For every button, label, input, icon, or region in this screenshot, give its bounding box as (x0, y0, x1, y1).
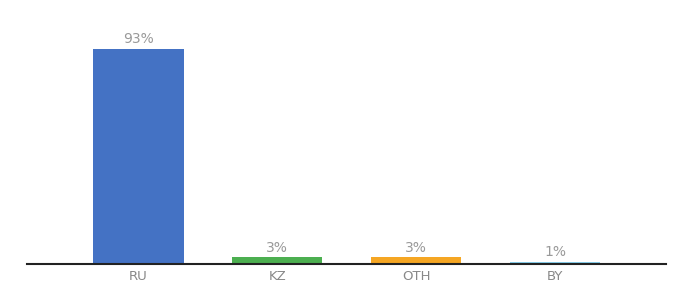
Bar (371, 257, 462, 264)
Text: 93%: 93% (123, 32, 154, 46)
Bar (93, 49, 184, 264)
Bar (510, 262, 600, 264)
Text: 1%: 1% (544, 245, 566, 260)
Text: 3%: 3% (267, 241, 288, 255)
Bar (232, 257, 322, 264)
Text: 3%: 3% (405, 241, 427, 255)
